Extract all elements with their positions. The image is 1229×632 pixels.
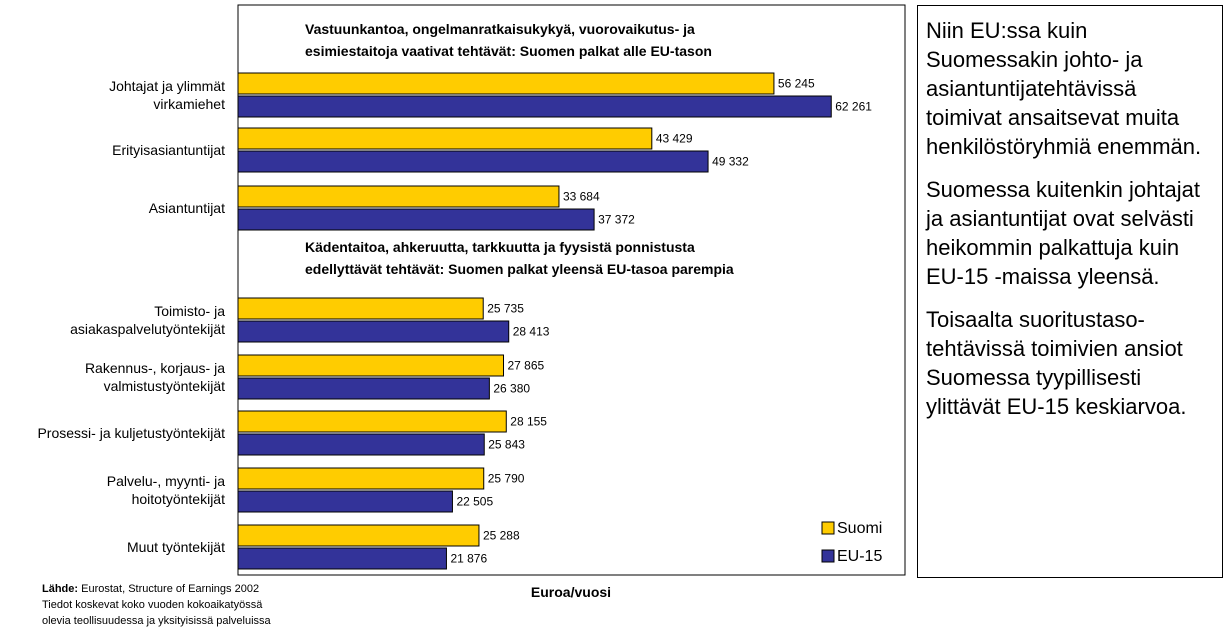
annotation: Kädentaitoa, ahkeruutta, tarkkuutta ja f…	[305, 239, 734, 277]
bar	[237, 95, 832, 118]
bar	[237, 150, 709, 173]
value-label: 22 505	[456, 495, 493, 509]
bar	[237, 547, 447, 570]
bar	[237, 354, 505, 377]
source-label: Lähde:	[42, 583, 79, 595]
paragraph: Suomessa kuitenkin johtajat ja asiantunt…	[926, 177, 1200, 289]
note: Tiedot koskevat koko vuoden kokoaikatyös…	[42, 599, 263, 611]
bar	[237, 490, 453, 513]
x-axis-label: Euroa/vuosi	[530, 584, 612, 600]
bar	[237, 433, 485, 456]
note: olevia teollisuudessa ja yksityisissä pa…	[42, 615, 271, 627]
bar	[237, 410, 507, 433]
value-label: 26 380	[493, 382, 530, 396]
y-tick-label: Palvelu-, myynti- ja hoitotyöntekijät	[106, 473, 225, 507]
plot-frame	[237, 4, 906, 576]
value-label: 56 245	[778, 77, 815, 91]
value-label: 28 155	[510, 415, 547, 429]
legend-label: Suomi	[837, 520, 882, 537]
value-label: 62 261	[835, 100, 872, 114]
value-label: 25 843	[488, 438, 525, 452]
y-tick-label: Johtajat ja ylimmät virkamiehet	[109, 78, 225, 112]
bar	[237, 72, 775, 95]
bar	[237, 320, 510, 343]
text-box: Niin EU:ssa kuin Suomessakin johto- ja a…	[917, 5, 1223, 578]
value-label: 49 332	[712, 155, 749, 169]
bar	[237, 467, 485, 490]
annotation: Vastuunkantoa, ongelmanratkaisukykyä, vu…	[305, 21, 712, 59]
value-label: 25 790	[488, 472, 525, 486]
value-label: 28 413	[513, 325, 550, 339]
bar	[237, 524, 480, 547]
value-label: 27 865	[508, 359, 545, 373]
value-label: 25 735	[487, 302, 524, 316]
y-tick-label: Erityisasiantuntijat	[112, 142, 225, 158]
y-tick-label: Muut työntekijät	[126, 539, 225, 555]
paragraph: Toisaalta suoritustaso-tehtävissä toimiv…	[926, 307, 1187, 419]
value-label: 25 288	[483, 529, 520, 543]
paragraph: Niin EU:ssa kuin Suomessakin johto- ja a…	[926, 18, 1202, 159]
value-label: 43 429	[656, 132, 693, 146]
bar	[237, 185, 560, 208]
bar	[237, 208, 595, 231]
bar	[237, 297, 484, 320]
legend-label: EU-15	[837, 548, 882, 565]
legend-swatch	[821, 521, 835, 535]
value-label: 37 372	[598, 213, 635, 227]
y-tick-label: Toimisto- ja asiakaspalvelutyöntekijät	[70, 303, 225, 337]
y-tick-label: Asiantuntijat	[148, 200, 225, 216]
source: Eurostat, Structure of Earnings 2002	[81, 583, 260, 595]
source-note: Lähde: Eurostat, Structure of Earnings 2…	[42, 581, 271, 629]
bar	[237, 377, 490, 400]
bar	[237, 127, 653, 150]
value-label: 33 684	[563, 190, 600, 204]
y-tick-label: Rakennus-, korjaus- ja valmistustyönteki…	[84, 360, 225, 394]
y-tick-label: Prosessi- ja kuljetustyöntekijät	[37, 425, 225, 441]
value-label: 21 876	[450, 552, 487, 566]
legend-swatch	[821, 549, 835, 563]
